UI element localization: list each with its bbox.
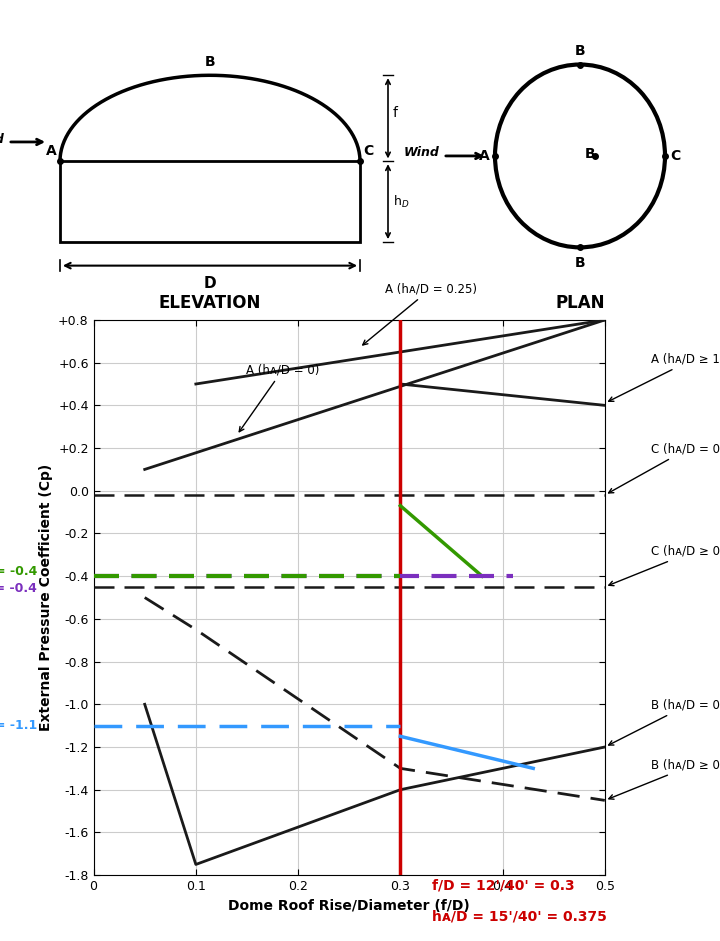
Text: B = -1.1: B = -1.1 — [0, 719, 37, 732]
Text: C (hᴀ/D = 0): C (hᴀ/D = 0) — [608, 442, 720, 493]
Text: Wind: Wind — [404, 146, 440, 159]
Text: C: C — [670, 149, 680, 163]
Text: f: f — [393, 106, 398, 120]
Text: A (hᴀ/D = 0): A (hᴀ/D = 0) — [239, 363, 320, 432]
Text: B (hᴀ/D = 0): B (hᴀ/D = 0) — [608, 698, 720, 745]
Text: Wind: Wind — [0, 134, 5, 146]
Text: B: B — [204, 55, 215, 69]
Text: A: A — [46, 144, 57, 158]
X-axis label: Dome Roof Rise/Diameter (f/D): Dome Roof Rise/Diameter (f/D) — [228, 899, 470, 913]
Text: D: D — [204, 277, 216, 292]
Text: A (hᴀ/D ≥ 1.0): A (hᴀ/D ≥ 1.0) — [608, 353, 720, 401]
Y-axis label: External Pressure Coefficient (Cp): External Pressure Coefficient (Cp) — [39, 464, 53, 731]
Text: B (hᴀ/D ≥ 0.5): B (hᴀ/D ≥ 0.5) — [609, 758, 720, 799]
Text: A = -0.4: A = -0.4 — [0, 566, 37, 579]
Text: B: B — [585, 147, 595, 161]
Text: PLAN: PLAN — [555, 294, 605, 311]
Text: h$_D$: h$_D$ — [393, 194, 410, 210]
Text: B: B — [575, 256, 585, 270]
Text: B: B — [575, 44, 585, 58]
Text: A (hᴀ/D = 0.25): A (hᴀ/D = 0.25) — [363, 282, 477, 345]
Text: hᴀ/D = 15'/40' = 0.375: hᴀ/D = 15'/40' = 0.375 — [432, 909, 607, 923]
Text: ELEVATION: ELEVATION — [159, 294, 261, 311]
Text: C = -0.4: C = -0.4 — [0, 582, 37, 596]
Text: A: A — [480, 149, 490, 163]
Text: C: C — [363, 144, 373, 158]
Text: f/D = 12'/40' = 0.3: f/D = 12'/40' = 0.3 — [432, 878, 575, 892]
Text: C (hᴀ/D ≥ 0.5): C (hᴀ/D ≥ 0.5) — [609, 545, 720, 585]
